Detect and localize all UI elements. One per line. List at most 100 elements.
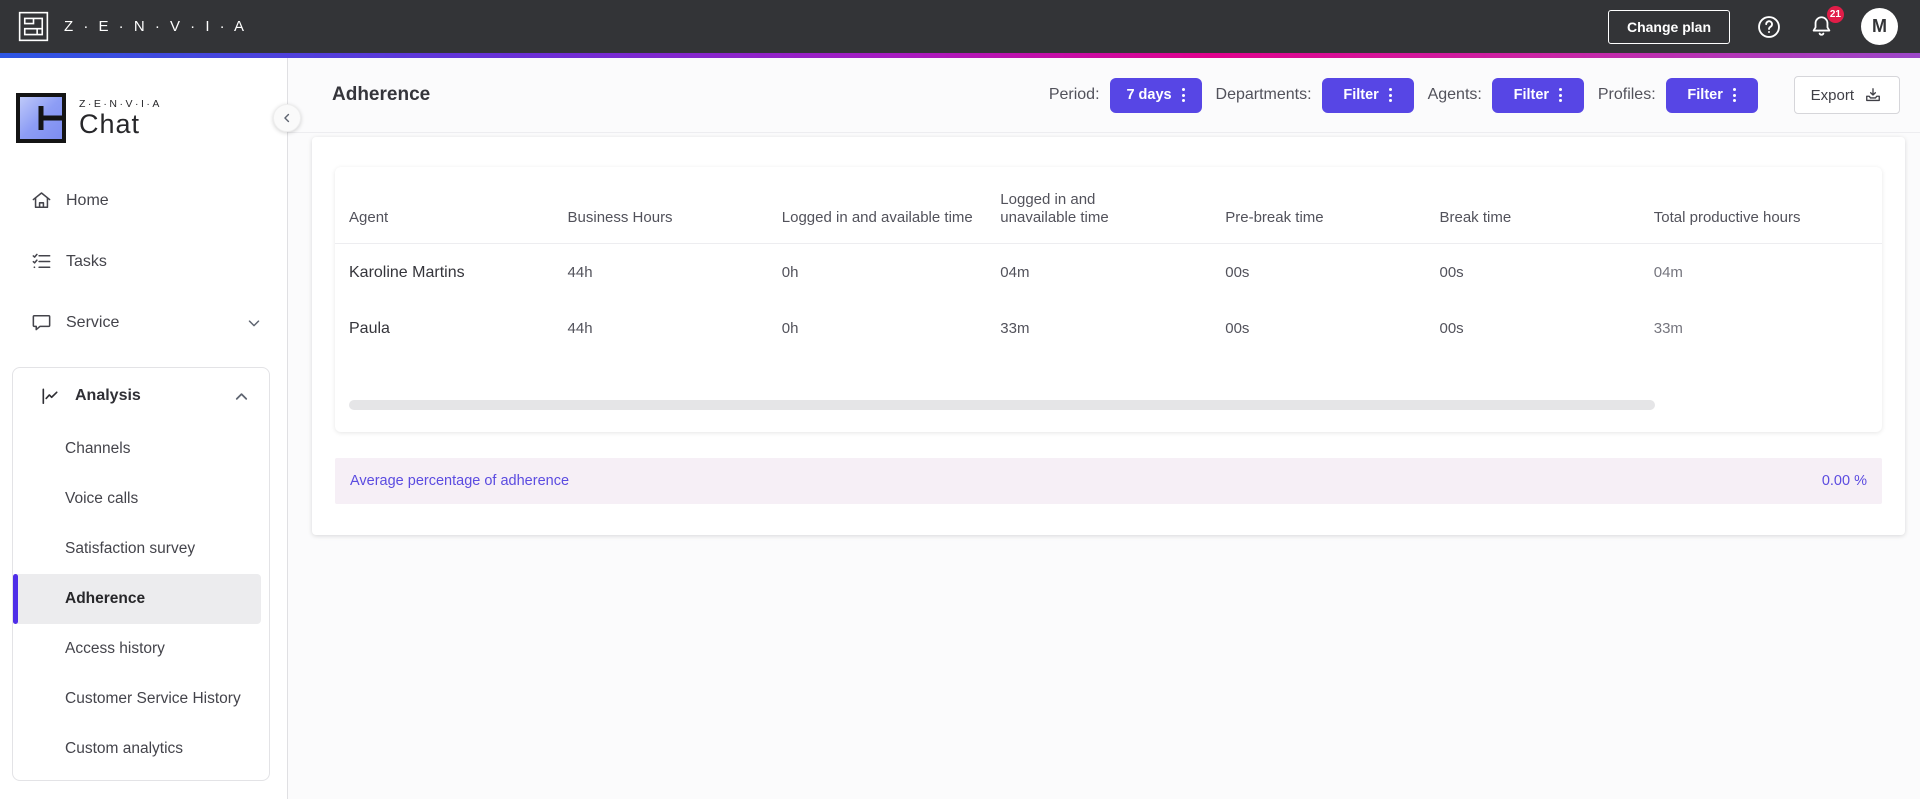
cell-agent-name: Paula [349, 320, 390, 337]
horizontal-scrollbar [349, 400, 1868, 410]
page-title: Adherence [332, 84, 431, 105]
export-label: Export [1810, 86, 1854, 104]
tasks-icon [32, 253, 51, 269]
help-button[interactable] [1756, 14, 1782, 40]
sidebar-item-voice-calls[interactable]: Voice calls [13, 474, 269, 524]
sub-item-label: Customer Service History [65, 690, 241, 707]
profiles-label: Profiles: [1597, 86, 1656, 103]
sidebar-item-adherence[interactable]: Adherence [13, 574, 261, 624]
bell-icon [1812, 16, 1831, 36]
profiles-filter-group: Profiles: Filter [1597, 77, 1758, 113]
main-content: Adherence Period: 7 days Departments: Fi… [288, 58, 1920, 799]
period-filter-button[interactable]: 7 days [1109, 77, 1202, 113]
kebab-menu-icon [1181, 88, 1185, 102]
table-header-row: Agent Business Hours Logged in and avail… [335, 167, 1882, 244]
sidebar-item-service[interactable]: Service [0, 292, 287, 353]
topbar: Z · E · N · V · I · A Change plan 21 M [0, 0, 1920, 53]
cell-pre-break: 00s [1225, 320, 1250, 337]
cell-pre-break: 00s [1225, 264, 1250, 281]
sidebar-item-access-history[interactable]: Access history [13, 624, 269, 674]
cell-logged-unavailable: 33m [1000, 320, 1030, 337]
sidebar-product-text: Chat [79, 108, 141, 139]
sidebar-item-channels[interactable]: Channels [13, 424, 269, 474]
sidebar-item-label: Service [66, 313, 120, 331]
departments-label: Departments: [1215, 86, 1312, 103]
zenvia-logo-icon [18, 11, 49, 42]
agents-filter-group: Agents: Filter [1427, 77, 1584, 113]
cell-logged-unavailable: 04m [1000, 264, 1030, 281]
sidebar-item-custom-analytics[interactable]: Custom analytics [13, 724, 269, 774]
chat-bubble-icon [32, 315, 51, 331]
cell-logged-available: 0h [781, 320, 799, 337]
agents-filter-value: Filter [1513, 87, 1550, 103]
sub-item-label: Access history [65, 640, 165, 657]
cell-break: 00s [1439, 320, 1464, 337]
column-header-logged-available: Logged in and available time [781, 209, 973, 226]
content-header: Adherence Period: 7 days Departments: Fi… [288, 58, 1920, 133]
sidebar-item-customer-service-history[interactable]: Customer Service History [13, 674, 269, 724]
chevron-down-icon [245, 314, 263, 332]
sidebar-collapse-button[interactable] [273, 104, 301, 132]
sidebar-item-label: Tasks [66, 252, 107, 270]
cell-break: 00s [1439, 264, 1464, 281]
brand-gradient-strip [0, 53, 1920, 58]
sub-item-label: Adherence [65, 590, 146, 607]
cell-logged-available: 0h [781, 264, 799, 281]
table-row: Karoline Martins 44h 0h 04m 00s 00s 04m [335, 244, 1882, 300]
adherence-panel: Agent Business Hours Logged in and avail… [312, 137, 1905, 535]
chevron-left-icon [284, 113, 290, 123]
help-icon [1758, 15, 1780, 38]
period-filter-value: 7 days [1126, 87, 1172, 103]
column-header-agent: Agent [349, 209, 389, 226]
column-header-total-productive: Total productive hours [1653, 209, 1801, 226]
zenvia-brand: Z · E · N · V · I · A [16, 9, 247, 44]
notification-count-badge: 21 [1826, 6, 1844, 23]
zenvia-chat-logo: Z·E·N·V·I·A Chat [15, 92, 287, 144]
profiles-filter-button[interactable]: Filter [1665, 77, 1758, 113]
agents-filter-button[interactable]: Filter [1491, 77, 1584, 113]
departments-filter-button[interactable]: Filter [1321, 77, 1414, 113]
cell-total-productive: 04m [1653, 264, 1683, 281]
cell-total-productive: 33m [1653, 320, 1683, 337]
sub-item-label: Custom analytics [65, 740, 184, 757]
sidebar-item-tasks[interactable]: Tasks [0, 231, 287, 292]
zenvia-chat-logo-icon [16, 93, 66, 143]
sidebar: Z·E·N·V·I·A Chat Home Ta [0, 58, 301, 799]
sub-item-label: Satisfaction survey [65, 540, 196, 557]
summary-value: 0.00 % [1821, 473, 1867, 489]
period-filter-group: Period: 7 days [1048, 77, 1202, 113]
sub-item-label: Voice calls [65, 490, 139, 507]
kebab-menu-icon [1388, 88, 1392, 102]
horizontal-scrollbar-thumb[interactable] [349, 400, 1656, 410]
sidebar-nav: Home Tasks Service [0, 170, 287, 799]
cell-business-hours: 44h [567, 264, 593, 281]
departments-filter-group: Departments: Filter [1215, 77, 1414, 113]
column-header-break: Break time [1439, 209, 1512, 226]
cell-business-hours: 44h [567, 320, 593, 337]
kebab-menu-icon [1559, 88, 1563, 102]
cell-agent-name: Karoline Martins [349, 264, 465, 281]
export-button[interactable]: Export [1793, 76, 1900, 114]
sub-item-label: Channels [65, 440, 131, 457]
filter-toolbar: Period: 7 days Departments: Filter Agent… [1049, 76, 1900, 114]
agents-label: Agents: [1427, 86, 1482, 103]
kebab-menu-icon [1732, 88, 1736, 102]
sidebar-item-satisfaction-survey[interactable]: Satisfaction survey [13, 524, 269, 574]
column-header-logged-unavailable: Logged in and unavailable time [1000, 191, 1109, 226]
period-label: Period: [1048, 86, 1100, 103]
change-plan-button[interactable]: Change plan [1607, 9, 1730, 44]
notifications-button[interactable]: 21 [1808, 6, 1844, 40]
sidebar-item-home[interactable]: Home [0, 170, 287, 231]
adherence-table-card: Agent Business Hours Logged in and avail… [335, 167, 1882, 432]
user-avatar[interactable]: M [1861, 8, 1898, 45]
table-row: Paula 44h 0h 33m 00s 00s 33m [335, 300, 1882, 356]
analysis-section: Analysis Channels Voice calls Satisfacti… [12, 367, 270, 781]
home-icon [32, 192, 51, 208]
analysis-label: Analysis [75, 387, 141, 404]
profiles-filter-value: Filter [1687, 87, 1723, 103]
sidebar-item-label: Home [66, 191, 109, 209]
summary-label: Average percentage of adherence [350, 473, 570, 489]
sidebar-item-analysis[interactable]: Analysis [13, 368, 269, 424]
column-header-business-hours: Business Hours [567, 209, 673, 226]
brand-name: Z · E · N · V · I · A [64, 18, 247, 35]
